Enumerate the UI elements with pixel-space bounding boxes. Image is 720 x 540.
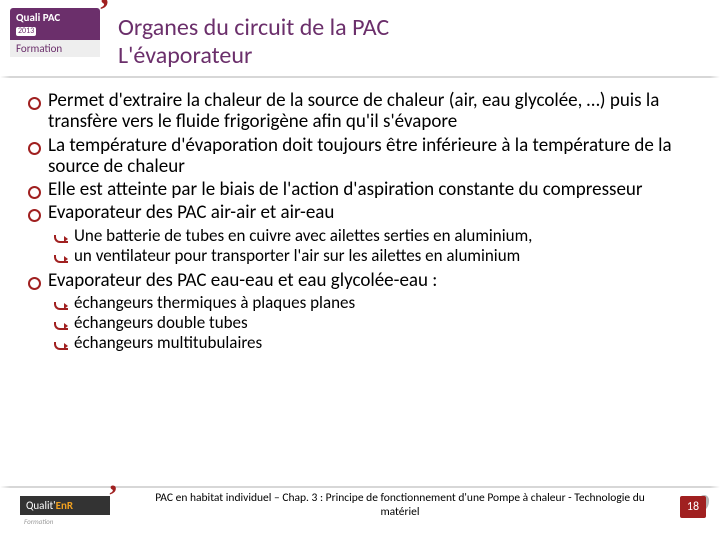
apostrophe-icon: ’	[99, 2, 110, 19]
subbullet-item: un ventilateur pour transporter l'air su…	[48, 246, 700, 266]
bullet-item: Evaporateur des PAC air-air et air-eau U…	[28, 202, 700, 265]
logo-qualipac: ’ Quali PAC 2013 Formation	[10, 8, 100, 57]
bullet-item: Permet d'extraire la chaleur de la sourc…	[28, 90, 700, 133]
bullet-text: Permet d'extraire la chaleur de la sourc…	[48, 89, 659, 133]
page-number-badge: 18	[680, 496, 706, 518]
logo-qualitenr-box: ’ Qualit'EnR	[20, 496, 110, 515]
slide: ’ Quali PAC 2013 Formation Organes du ci…	[0, 0, 720, 540]
logo-bot-text2: EnR	[56, 499, 73, 512]
logo-qualitenr: ’ Qualit'EnR Formation	[20, 496, 110, 526]
bullet-text: La température d'évaporation doit toujou…	[48, 134, 672, 178]
logo-qualipac-box: ’ Quali PAC 2013	[10, 8, 100, 40]
bullet-text: Evaporateur des PAC eau-eau et eau glyco…	[48, 269, 437, 292]
bullet-text: Elle est atteinte par le biais de l'acti…	[48, 178, 643, 201]
subbullet-text: échangeurs double tubes	[74, 312, 248, 333]
subbullet-text: échangeurs thermiques à plaques planes	[74, 292, 355, 313]
subbullet-text: un ventilateur pour transporter l'air su…	[74, 245, 520, 266]
bullet-list-level2: Une batterie de tubes en cuivre avec ail…	[48, 226, 700, 266]
bullet-item: La température d'évaporation doit toujou…	[28, 135, 700, 178]
heading-line1: Organes du circuit de la PAC	[118, 14, 389, 42]
subbullet-item: échangeurs double tubes	[48, 313, 700, 333]
slide-heading: Organes du circuit de la PAC L'évaporate…	[118, 14, 389, 69]
slide-body: Permet d'extraire la chaleur de la sourc…	[28, 90, 700, 357]
subbullet-text: Une batterie de tubes en cuivre avec ail…	[74, 225, 532, 246]
subbullet-item: Une batterie de tubes en cuivre avec ail…	[48, 226, 700, 246]
bullet-item: Evaporateur des PAC eau-eau et eau glyco…	[28, 270, 700, 353]
footer-text: PAC en habitat individuel – Chap. 3 : Pr…	[140, 492, 660, 520]
logo-bot-text1: Qualit'	[26, 499, 56, 512]
logo-formation-label: Formation	[10, 40, 100, 57]
subbullet-item: échangeurs multitubulaires	[48, 333, 700, 353]
apostrophe-icon: ’	[108, 488, 118, 503]
logo-bot-sub: Formation	[20, 515, 110, 526]
header-divider	[0, 76, 720, 78]
bullet-item: Elle est atteinte par le biais de l'acti…	[28, 179, 700, 200]
bullet-list-level1: Permet d'extraire la chaleur de la sourc…	[28, 90, 700, 353]
heading-line2: L'évaporateur	[118, 42, 389, 70]
bullet-list-level2: échangeurs thermiques à plaques planes é…	[48, 293, 700, 353]
subbullet-item: échangeurs thermiques à plaques planes	[48, 293, 700, 313]
subbullet-text: échangeurs multitubulaires	[74, 332, 262, 353]
logo-line1: Quali PAC	[16, 11, 60, 24]
logo-year: 2013	[16, 27, 36, 36]
bullet-text: Evaporateur des PAC air-air et air-eau	[48, 201, 334, 224]
